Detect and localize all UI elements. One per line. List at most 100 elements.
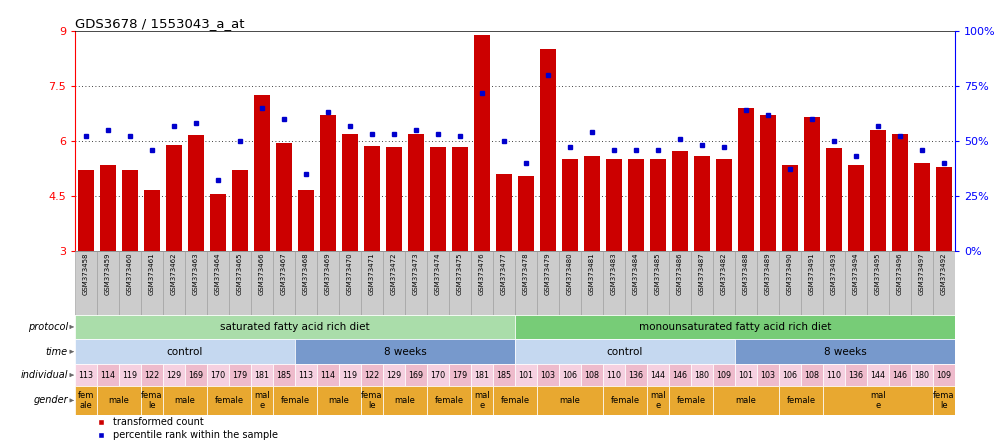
- Text: 146: 146: [893, 371, 908, 380]
- Text: GSM373495: GSM373495: [875, 253, 881, 295]
- Text: male: male: [175, 396, 195, 405]
- Text: 108: 108: [804, 371, 820, 380]
- Bar: [870, 130, 886, 251]
- Bar: [716, 159, 732, 251]
- Bar: [933, 386, 955, 415]
- Bar: [537, 364, 559, 386]
- Text: female: female: [676, 396, 706, 405]
- Bar: [760, 115, 776, 251]
- Text: 119: 119: [342, 371, 358, 380]
- Text: female: female: [434, 396, 464, 405]
- Bar: [427, 251, 449, 315]
- Text: GSM373464: GSM373464: [215, 253, 221, 295]
- Text: GSM373474: GSM373474: [435, 253, 441, 295]
- Text: 113: 113: [78, 371, 94, 380]
- Bar: [75, 364, 97, 386]
- Bar: [826, 148, 842, 251]
- Bar: [122, 170, 138, 251]
- Text: GSM373468: GSM373468: [303, 253, 309, 295]
- Bar: [911, 364, 933, 386]
- Text: 179: 179: [452, 371, 468, 380]
- Bar: [889, 364, 911, 386]
- Bar: [273, 364, 295, 386]
- Text: GSM373494: GSM373494: [853, 253, 859, 295]
- Text: mal
e: mal e: [474, 391, 490, 410]
- Bar: [493, 251, 515, 315]
- Text: GSM373461: GSM373461: [149, 253, 155, 295]
- Bar: [339, 364, 361, 386]
- Bar: [141, 386, 163, 415]
- Bar: [97, 364, 119, 386]
- Bar: [251, 386, 273, 415]
- Text: GSM373491: GSM373491: [809, 253, 815, 295]
- Text: 109: 109: [716, 371, 732, 380]
- Text: GDS3678 / 1553043_a_at: GDS3678 / 1553043_a_at: [75, 17, 244, 30]
- Text: 113: 113: [298, 371, 314, 380]
- Bar: [537, 386, 603, 415]
- Bar: [515, 315, 955, 339]
- Bar: [735, 251, 757, 315]
- Bar: [581, 364, 603, 386]
- Bar: [735, 364, 757, 386]
- Bar: [317, 364, 339, 386]
- Text: female: female: [610, 396, 640, 405]
- Text: GSM373484: GSM373484: [633, 253, 639, 295]
- Bar: [207, 251, 229, 315]
- Text: 136: 136: [629, 371, 644, 380]
- Text: 119: 119: [122, 371, 138, 380]
- Text: GSM373489: GSM373489: [765, 253, 771, 295]
- Text: GSM373466: GSM373466: [259, 253, 265, 295]
- Text: female: female: [500, 396, 530, 405]
- Text: GSM373475: GSM373475: [457, 253, 463, 295]
- Text: 114: 114: [100, 371, 116, 380]
- Bar: [295, 364, 317, 386]
- Bar: [779, 364, 801, 386]
- Text: 144: 144: [870, 371, 886, 380]
- Bar: [515, 364, 537, 386]
- Bar: [408, 134, 424, 251]
- Text: male: male: [560, 396, 580, 405]
- Bar: [141, 251, 163, 315]
- Bar: [229, 364, 251, 386]
- Text: fema
le: fema le: [933, 391, 955, 410]
- Text: 181: 181: [475, 371, 490, 380]
- Text: 106: 106: [562, 371, 578, 380]
- Text: GSM373485: GSM373485: [655, 253, 661, 295]
- Text: GSM373476: GSM373476: [479, 253, 485, 295]
- Bar: [735, 339, 955, 364]
- Bar: [298, 190, 314, 251]
- Text: GSM373473: GSM373473: [413, 253, 419, 295]
- Bar: [185, 364, 207, 386]
- Bar: [320, 115, 336, 251]
- Text: 170: 170: [210, 371, 226, 380]
- Bar: [713, 386, 779, 415]
- Bar: [694, 155, 710, 251]
- Bar: [449, 364, 471, 386]
- Bar: [650, 159, 666, 251]
- Bar: [603, 364, 625, 386]
- Text: GSM373481: GSM373481: [589, 253, 595, 295]
- Bar: [386, 147, 402, 251]
- Text: 170: 170: [430, 371, 446, 380]
- Text: 103: 103: [540, 371, 556, 380]
- Bar: [867, 251, 889, 315]
- Bar: [317, 251, 339, 315]
- Text: 101: 101: [518, 371, 534, 380]
- Bar: [823, 386, 933, 415]
- Bar: [119, 364, 141, 386]
- Bar: [427, 364, 449, 386]
- Bar: [75, 386, 97, 415]
- Text: GSM373496: GSM373496: [897, 253, 903, 295]
- Text: 110: 110: [826, 371, 842, 380]
- Bar: [273, 251, 295, 315]
- Bar: [383, 386, 427, 415]
- Bar: [603, 386, 647, 415]
- Bar: [452, 147, 468, 251]
- Bar: [782, 165, 798, 251]
- Text: female: female: [214, 396, 244, 405]
- Bar: [757, 251, 779, 315]
- Bar: [295, 339, 515, 364]
- Bar: [823, 251, 845, 315]
- Text: 114: 114: [320, 371, 336, 380]
- Text: control: control: [167, 347, 203, 357]
